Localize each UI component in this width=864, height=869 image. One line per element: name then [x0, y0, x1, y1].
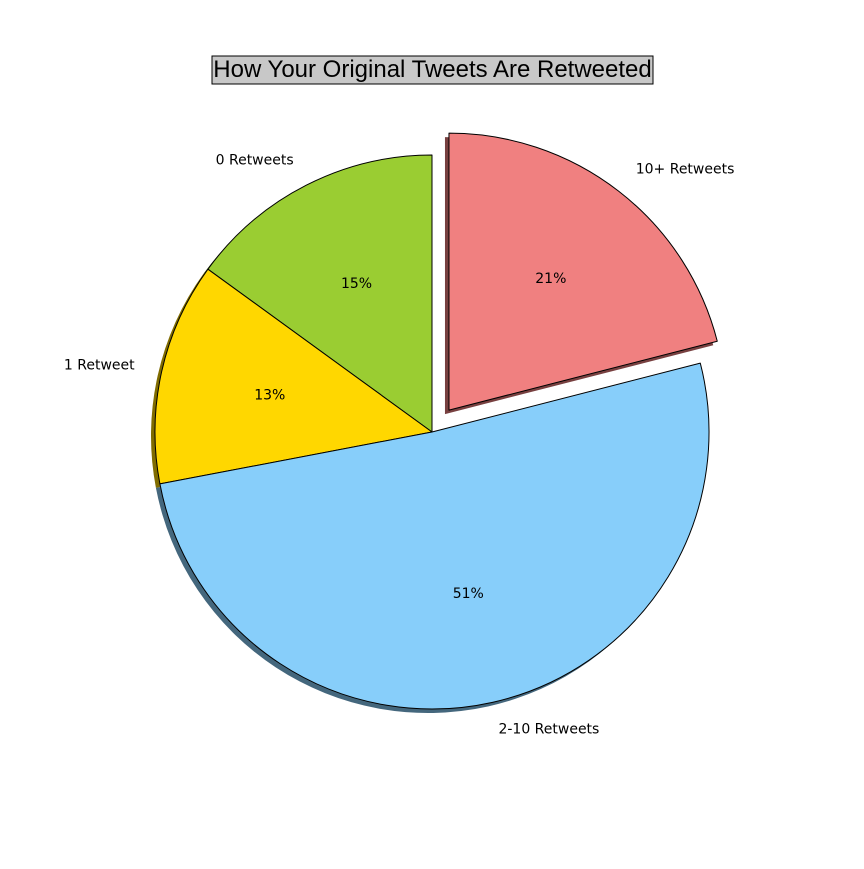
pie-slice-1-retweet: [154, 268, 433, 485]
slice-percent-10-retweets: 21%: [535, 271, 566, 287]
pie-slices: [154, 132, 718, 710]
chart-title-group: How Your Original Tweets Are Retweeted: [211, 55, 654, 85]
slice-percent-2-10-retweets: 51%: [453, 586, 484, 602]
slice-percent-1-retweet: 13%: [254, 388, 285, 404]
slice-label-0-retweets: 0 Retweets: [216, 153, 294, 169]
slice-percent-0-retweets: 15%: [341, 276, 372, 292]
chart-title-box: [211, 55, 654, 85]
pie-slice-2-10-retweets: [159, 362, 710, 710]
pie-slice-0-retweets: [207, 154, 433, 433]
slice-labels: 0 Retweets 15% 1 Retweet 13% 2-10 Retweets 51…: [64, 153, 734, 738]
chart-title: How Your Original Tweets Are Retweeted: [213, 56, 651, 83]
slice-label-1-retweet: 1 Retweet: [64, 358, 135, 374]
pie-slice-10-retweets: [448, 132, 718, 411]
slice-label-10-retweets: 10+ Retweets: [636, 161, 735, 177]
slice-label-2-10-retweets: 2-10 Retweets: [498, 721, 599, 737]
